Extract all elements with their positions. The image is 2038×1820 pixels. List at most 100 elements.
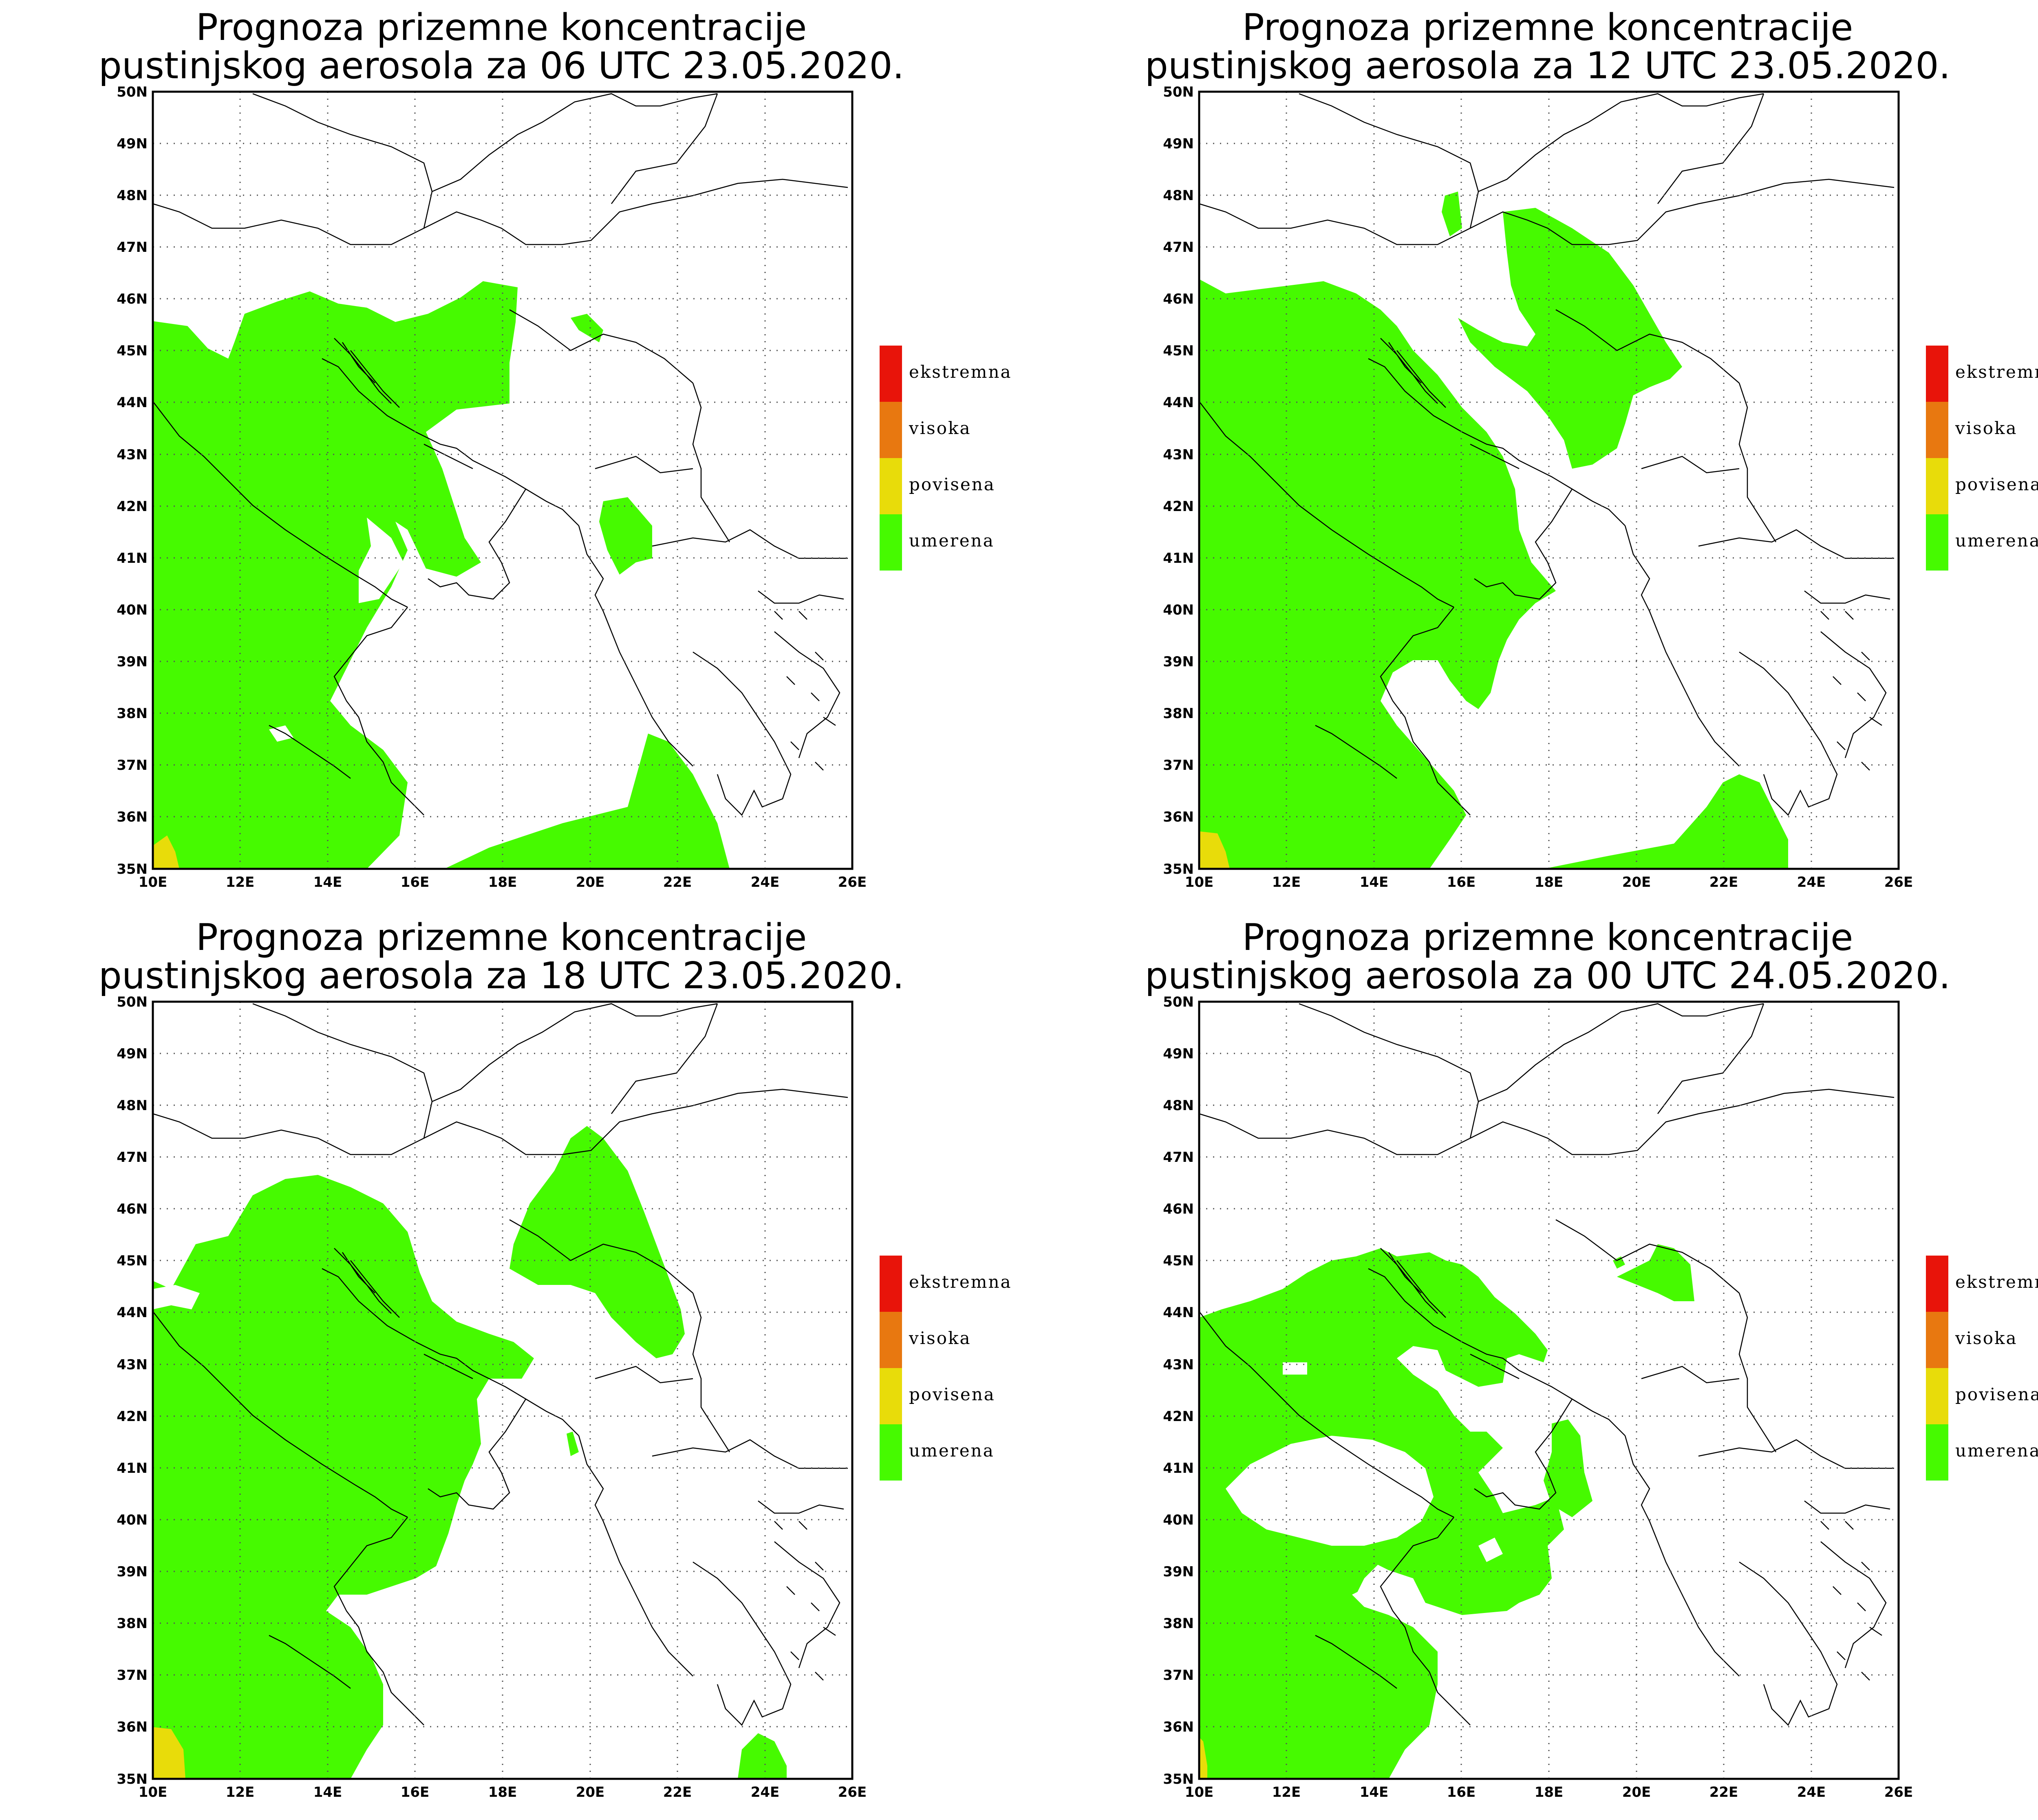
- legend-label: ekstremna: [909, 1272, 1012, 1292]
- svg-text:16E: 16E: [401, 1784, 430, 1800]
- svg-text:35N: 35N: [1163, 861, 1194, 877]
- svg-text:41N: 41N: [117, 1460, 148, 1476]
- svg-text:20E: 20E: [1622, 874, 1651, 890]
- svg-text:49N: 49N: [1163, 136, 1194, 152]
- legend-label: ekstremna: [1955, 1272, 2038, 1292]
- adriatic-islands: [1380, 338, 1520, 469]
- svg-text:24E: 24E: [751, 1784, 780, 1800]
- svg-text:36N: 36N: [117, 809, 148, 825]
- legend-swatch-ekstremna: [1926, 346, 1948, 402]
- svg-text:36N: 36N: [1163, 809, 1194, 825]
- forecast-panel-12utc: Prognoza prizemne koncentracije pustinjs…: [1046, 0, 2038, 910]
- panel-title-line1: Prognoza prizemne koncentracije: [196, 916, 807, 959]
- legend-swatch-povisena: [1926, 458, 1948, 514]
- svg-text:47N: 47N: [117, 1149, 148, 1166]
- legend-label: umerena: [1955, 1441, 2038, 1461]
- aerosol-umerena-area: [1458, 208, 1682, 469]
- aerosol-umerena-area: [738, 1733, 787, 1779]
- aerosol-povisena-area: [153, 835, 179, 869]
- aerosol-povisena-area: [153, 1727, 185, 1779]
- legend: ekstremna visoka povisena umerena: [880, 346, 1012, 571]
- map-area: [152, 1000, 854, 1780]
- lat-axis: 50N 49N 48N 47N 46N 45N 44N 43N 42N 41N …: [117, 84, 148, 877]
- legend-swatch-umerena: [1926, 514, 1948, 571]
- adriatic-islands: [1380, 1248, 1520, 1379]
- svg-text:41N: 41N: [1163, 550, 1194, 566]
- svg-text:43N: 43N: [1163, 447, 1194, 463]
- legend-label: umerena: [1955, 531, 2038, 551]
- legend: ekstremna visoka povisena umerena: [1926, 1256, 2038, 1481]
- lon-axis: 10E 12E 14E 16E 18E 20E 22E 24E 26E: [1185, 1784, 1913, 1800]
- svg-text:48N: 48N: [117, 1097, 148, 1114]
- svg-text:45N: 45N: [117, 343, 148, 359]
- map-frame: [1198, 90, 1900, 870]
- svg-text:36N: 36N: [117, 1719, 148, 1735]
- svg-text:36N: 36N: [1163, 1719, 1194, 1735]
- svg-text:50N: 50N: [117, 84, 148, 100]
- svg-text:14E: 14E: [313, 1784, 342, 1800]
- svg-text:37N: 37N: [117, 757, 148, 773]
- aegean-islands: [774, 611, 836, 771]
- svg-text:40N: 40N: [1163, 1512, 1194, 1528]
- graticule: [1199, 92, 1899, 869]
- svg-text:24E: 24E: [1797, 1784, 1826, 1800]
- svg-text:22E: 22E: [663, 1784, 692, 1800]
- svg-text:20E: 20E: [576, 1784, 605, 1800]
- legend-label: ekstremna: [909, 362, 1012, 382]
- legend-label: umerena: [909, 531, 995, 551]
- aerosol-umerena-area: [1544, 774, 1788, 869]
- svg-text:39N: 39N: [1163, 1564, 1194, 1580]
- map-area: [1198, 1000, 1900, 1780]
- aerosol-umerena-area: [153, 281, 518, 869]
- svg-text:47N: 47N: [117, 239, 148, 256]
- svg-text:44N: 44N: [1163, 1304, 1194, 1321]
- svg-text:35N: 35N: [1163, 1771, 1194, 1787]
- svg-text:35N: 35N: [117, 861, 148, 877]
- adriatic-islands: [334, 1248, 473, 1379]
- svg-text:37N: 37N: [1163, 1667, 1194, 1683]
- aerosol-umerena-area: [1487, 1534, 1540, 1586]
- svg-text:42N: 42N: [1163, 1408, 1194, 1425]
- panel-title-line2: pustinjskog aerosola za 18 UTC 23.05.202…: [99, 954, 904, 997]
- aerosol-umerena-area: [444, 734, 730, 869]
- svg-text:50N: 50N: [1163, 994, 1194, 1010]
- svg-text:37N: 37N: [117, 1667, 148, 1683]
- lat-axis: 50N 49N 48N 47N 46N 45N 44N 43N 42N 41N …: [1163, 994, 1194, 1787]
- lon-axis: 10E 12E 14E 16E 18E 20E 22E 24E 26E: [139, 874, 867, 890]
- svg-text:37N: 37N: [1163, 757, 1194, 773]
- legend-swatch-visoka: [880, 1312, 902, 1368]
- panel-title-line2: pustinjskog aerosola za 06 UTC 23.05.202…: [99, 44, 904, 87]
- panel-title-line1: Prognoza prizemne koncentracije: [1242, 916, 1853, 959]
- legend-swatch-visoka: [1926, 402, 1948, 458]
- aerosol-povisena-area: [1199, 1737, 1207, 1779]
- aerosol-umerena-area: [567, 1432, 579, 1456]
- legend-label: ekstremna: [1955, 362, 2038, 382]
- legend-swatch-umerena: [1926, 1424, 1948, 1481]
- svg-text:10E: 10E: [1185, 874, 1214, 890]
- legend-label: povisena: [1955, 474, 2038, 494]
- legend-label: visoka: [1955, 418, 2018, 438]
- aerosol-umerena-area: [1617, 1244, 1694, 1301]
- aegean-islands: [774, 1521, 836, 1681]
- map-frame: [152, 90, 854, 870]
- svg-text:35N: 35N: [117, 1771, 148, 1787]
- map-frame: [152, 1000, 854, 1780]
- svg-text:44N: 44N: [117, 1304, 148, 1321]
- svg-text:43N: 43N: [1163, 1357, 1194, 1373]
- svg-text:26E: 26E: [838, 874, 867, 890]
- svg-text:45N: 45N: [1163, 1253, 1194, 1269]
- svg-text:45N: 45N: [117, 1253, 148, 1269]
- graticule: [153, 1002, 852, 1779]
- aerosol-umerena-area: [571, 314, 603, 342]
- aerosol-umerena-area: [153, 1175, 534, 1779]
- forecast-panel-06utc: Prognoza prizemne koncentracije pustinjs…: [0, 0, 1046, 910]
- svg-text:38N: 38N: [117, 1615, 148, 1632]
- aerosol-umerena-area: [1544, 1419, 1592, 1517]
- svg-text:46N: 46N: [1163, 291, 1194, 307]
- graticule: [153, 92, 852, 869]
- svg-text:22E: 22E: [663, 874, 692, 890]
- svg-text:45N: 45N: [1163, 343, 1194, 359]
- panel-title-line1: Prognoza prizemne koncentracije: [196, 6, 807, 49]
- svg-text:44N: 44N: [117, 394, 148, 411]
- panel-title-line2: pustinjskog aerosola za 12 UTC 23.05.202…: [1145, 44, 1950, 87]
